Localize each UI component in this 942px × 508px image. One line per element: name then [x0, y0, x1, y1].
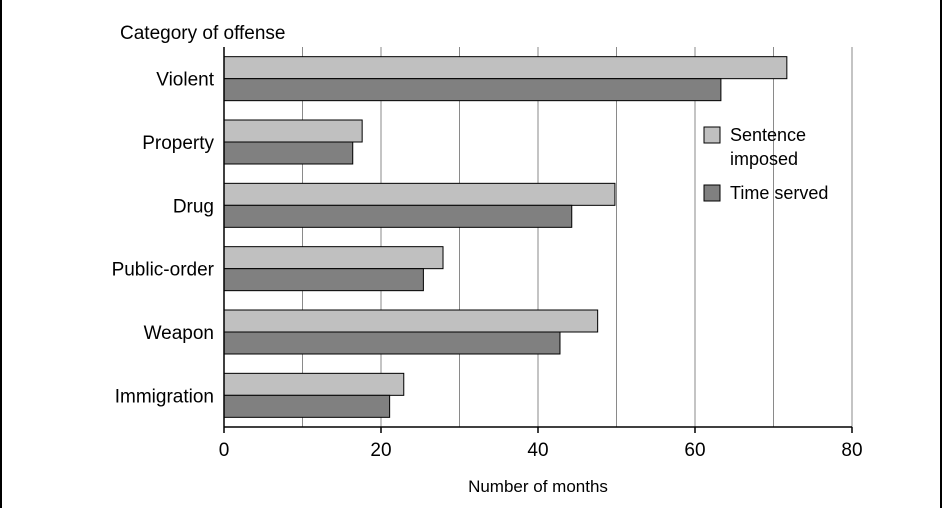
- tick-labels: 0 20 40 60 80: [219, 440, 863, 461]
- category-label-drug: Drug: [173, 196, 214, 217]
- x-tick-label: 80: [841, 440, 862, 461]
- category-label-public-order: Public-order: [112, 260, 215, 281]
- x-axis-title: Number of months: [468, 477, 608, 496]
- category-label-property: Property: [142, 133, 214, 154]
- axes: [223, 47, 853, 433]
- legend-swatch-sentence-imposed: [703, 126, 721, 144]
- legend-label-sentence-line2: imposed: [730, 149, 798, 169]
- category-label-violent: Violent: [156, 70, 214, 91]
- legend: Sentence imposed Time served: [703, 125, 828, 203]
- bar-drug-time-served: [223, 204, 573, 228]
- legend-label-time-served: Time served: [730, 183, 828, 203]
- bar-weapon-time-served: [223, 331, 561, 355]
- bar-violent-time-served: [223, 78, 722, 102]
- bar-immigration-sentence-imposed: [223, 372, 405, 396]
- bar-property-time-served: [223, 141, 354, 165]
- x-tick-label: 0: [219, 440, 230, 461]
- category-label-immigration: Immigration: [115, 386, 214, 407]
- x-tick-label: 40: [527, 440, 548, 461]
- legend-swatch-time-served: [703, 184, 721, 202]
- x-tick-label: 60: [684, 440, 705, 461]
- bar-immigration-time-served: [223, 394, 391, 418]
- bar-public-order-time-served: [223, 268, 424, 292]
- category-label-weapon: Weapon: [144, 323, 214, 344]
- y-axis-title: Category of offense: [120, 23, 285, 44]
- category-labels: Violent Property Drug Public-order Weapon Imm…: [112, 70, 215, 408]
- legend-label-sentence-line1: Sentence: [730, 125, 806, 145]
- bar-violent-sentence-imposed: [223, 56, 788, 80]
- bars: [223, 56, 788, 418]
- grid-lines: [302, 47, 853, 427]
- bar-weapon-sentence-imposed: [223, 309, 599, 333]
- bar-property-sentence-imposed: [223, 119, 363, 143]
- bar-public-order-sentence-imposed: [223, 246, 444, 270]
- bar-drug-sentence-imposed: [223, 182, 616, 206]
- x-tick-label: 20: [370, 440, 391, 461]
